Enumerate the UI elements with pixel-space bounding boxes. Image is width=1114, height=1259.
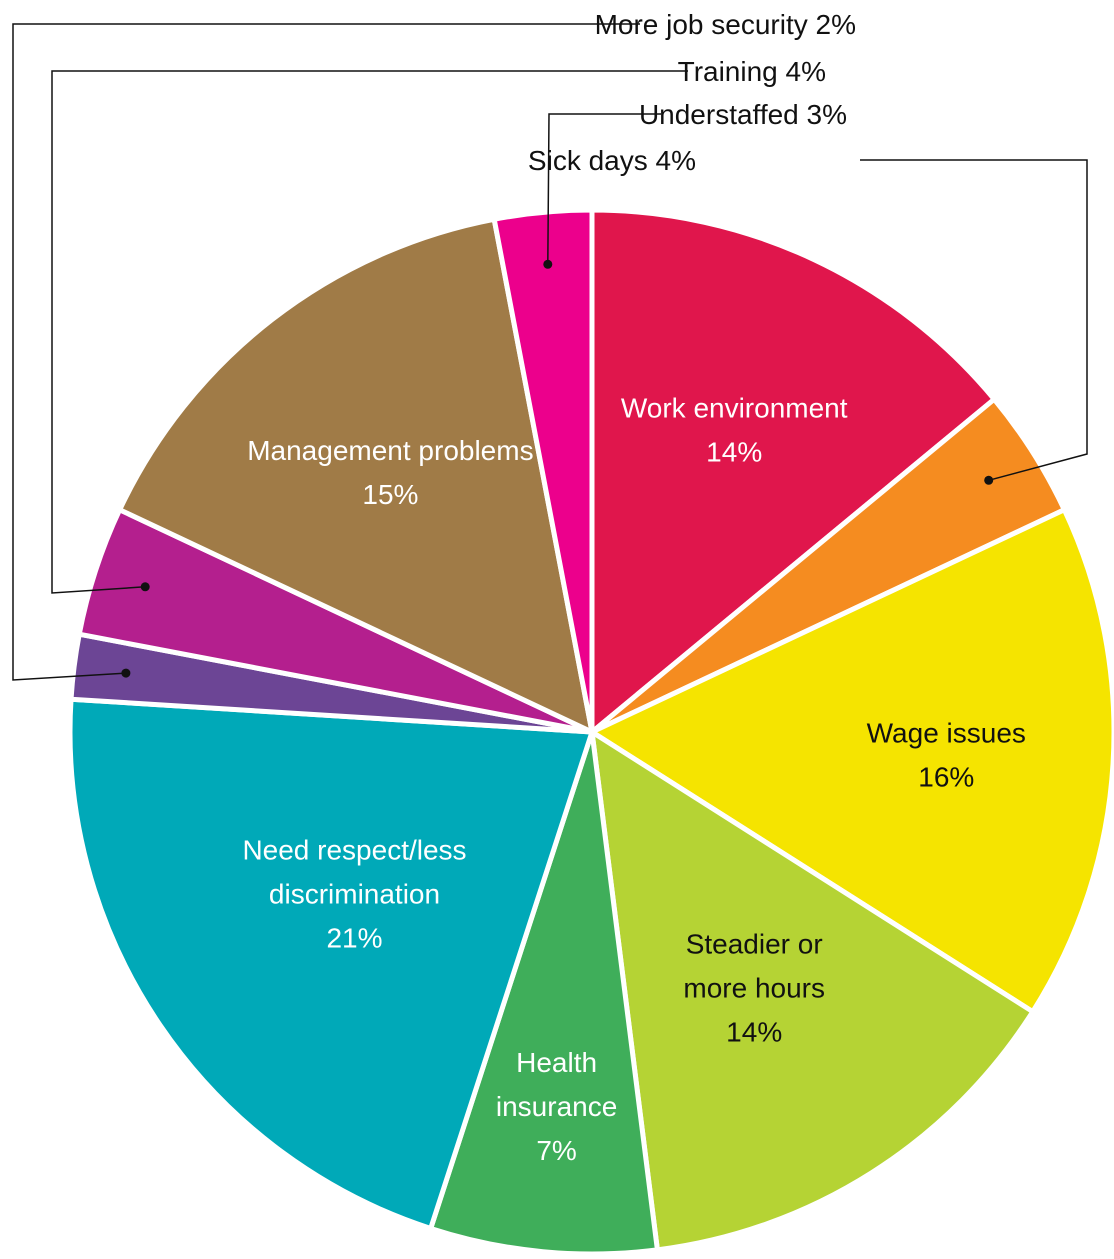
leader-dot-training [140,582,150,592]
leader-line-understaffed [547,113,661,265]
leader-dot-sick-days [984,475,994,485]
external-label-more-job-security: More job security 2% [595,9,856,40]
external-label-sick-days: Sick days 4% [528,145,696,176]
slice-understaffed [491,207,595,735]
slice-label-management-problems: Management problems 15% [247,435,533,510]
leader-line-training [51,70,688,594]
slice-label-work-environment: Work environment 14% [621,393,848,468]
slice-need-respect-less-discrimination [67,696,595,1231]
external-labels: Sick days 4% More job security 2% Training… [528,9,856,176]
leader-dot-more-job-security [121,668,131,678]
slice-wage-issues [589,507,1114,1015]
external-label-understaffed: Understaffed 3% [639,99,847,130]
slice-label-health-insurance: Health insurance 7% [496,1047,617,1166]
slice-labels: Work environment 14% Wage issues 16% Steadie… [242,393,1025,1166]
leader-line-sick-days [860,159,1088,482]
external-label-training: Training 4% [678,56,826,87]
leader-line-more-job-security [12,23,640,681]
slice-work-environment [589,207,997,735]
slice-health-insurance [428,729,660,1257]
slice-label-need-respect-less-discrimination: Need respect/less discrimination 21% [242,834,466,953]
slice-label-wage-issues: Wage issues 16% [867,717,1026,792]
slice-management-problems [117,216,595,735]
leader-lines [12,23,1088,681]
pie-slices [67,207,1114,1257]
slice-steadier-or-more-hours [589,729,1036,1253]
leader-dot-understaffed [543,259,553,269]
slice-label-steadier-or-more-hours: Steadier or more hours 14% [683,929,825,1048]
